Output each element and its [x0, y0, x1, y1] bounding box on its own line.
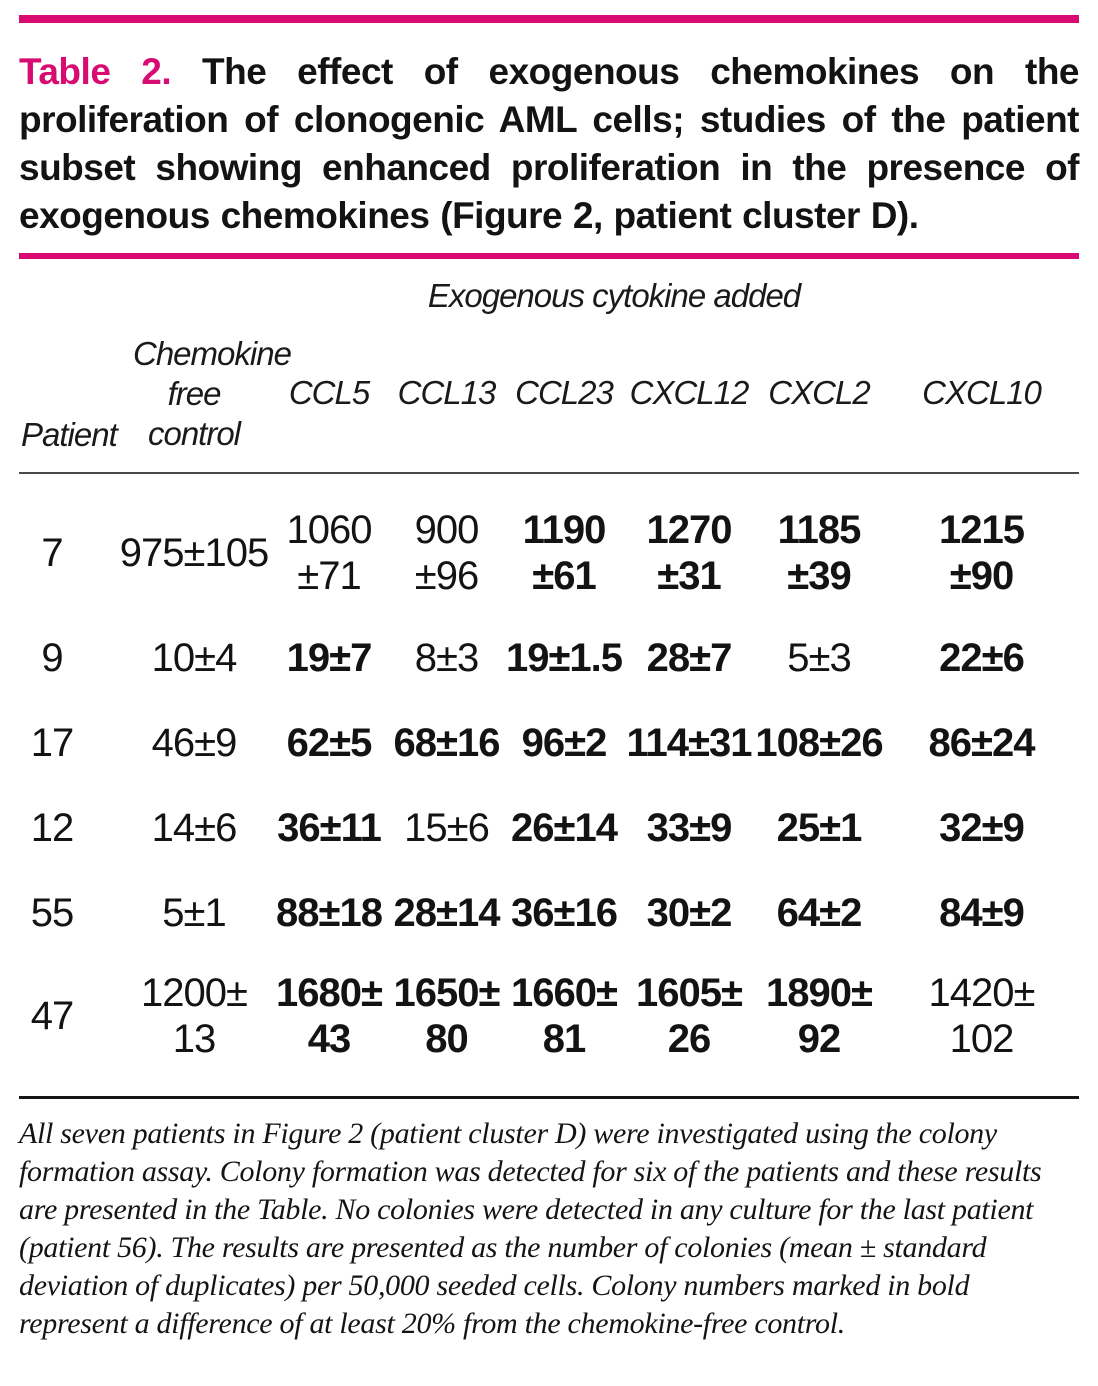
- table-number-label: Table 2.: [19, 51, 172, 92]
- value-cell-cxcl2: 64±2: [776, 890, 863, 935]
- column-header-ccl13: CCL13: [389, 321, 504, 474]
- value-cell-cxcl12: 30±2: [646, 890, 733, 935]
- top-accent-bar: [19, 15, 1079, 23]
- value-cell-ccl5: 36±11: [277, 805, 382, 850]
- value-cell-control: 46±9: [151, 720, 238, 765]
- column-header-patient: Patient: [19, 321, 119, 474]
- value-cell-ccl13: 68±16: [393, 720, 501, 765]
- column-header-control: Chemokine free control: [119, 321, 292, 474]
- table-row-patient-7: 7 975±105 1060 ±71 900 ±96 1190 ±61 1270…: [19, 473, 1079, 615]
- column-header-cxcl10: CXCL10: [884, 321, 1080, 474]
- value-cell-ccl5: 1680± 43: [269, 955, 389, 1099]
- column-header-ccl5: CCL5: [269, 321, 389, 474]
- table-row-patient-55: 55 5±1 88±18 28±14 36±16 30±2 64±2 84±9: [19, 870, 1079, 955]
- results-table: Exogenous cytokine added Patient Chemoki…: [19, 259, 1080, 1099]
- patient-cell: 9: [41, 635, 63, 680]
- value-cell-cxcl2: 1185 ±39: [777, 507, 862, 598]
- value-cell-ccl5: 88±18: [276, 890, 383, 935]
- value-cell-cxcl10: 1215 ±90: [939, 507, 1025, 598]
- value-cell-control: 14±6: [151, 805, 238, 850]
- table-footnote: All seven patients in Figure 2 (patient …: [19, 1116, 1042, 1340]
- value-cell-ccl23: 26±14: [511, 805, 618, 850]
- value-cell-cxcl12: 28±7: [646, 635, 733, 680]
- value-cell-cxcl10: 1420± 102: [884, 955, 1080, 1099]
- patient-cell: 7: [41, 530, 63, 575]
- value-cell-ccl5: 19±7: [286, 635, 373, 680]
- table-row-patient-17: 17 46±9 62±5 68±16 96±2 114±31 108±26 86…: [19, 700, 1079, 785]
- spanner-spacer: [19, 259, 269, 321]
- value-cell-cxcl2: 25±1: [776, 805, 863, 850]
- value-cell-cxcl12: 114±31: [626, 720, 753, 765]
- value-cell-ccl13: 900 ±96: [414, 507, 480, 598]
- value-cell-cxcl12: 1270 ±31: [646, 507, 733, 598]
- value-cell-ccl13: 28±14: [393, 890, 501, 935]
- patient-cell: 12: [30, 805, 75, 850]
- value-cell-cxcl2: 5±3: [787, 635, 851, 680]
- table-body: 7 975±105 1060 ±71 900 ±96 1190 ±61 1270…: [19, 473, 1080, 1099]
- spanner-row: Exogenous cytokine added: [19, 259, 1079, 321]
- value-cell-cxcl12: 1605± 26: [624, 955, 754, 1099]
- value-cell-ccl23: 19±1.5: [505, 635, 623, 680]
- table-row-patient-47: 47 1200± 13 1680± 43 1650± 80 1660± 81 1…: [19, 955, 1080, 1099]
- table-caption-text: The effect of exogenous chemokines on th…: [19, 51, 1080, 236]
- value-cell-control: 10±4: [151, 635, 238, 680]
- table-caption: Table 2. The effect of exogenous chemoki…: [19, 48, 1080, 240]
- value-cell-ccl5: 62±5: [286, 720, 373, 765]
- column-header-cxcl12: CXCL12: [624, 321, 754, 474]
- value-cell-control: 1200± 13: [119, 955, 269, 1099]
- column-header-ccl23: CCL23: [504, 321, 624, 474]
- value-cell-cxcl12: 33±9: [646, 805, 733, 850]
- value-cell-ccl23: 1660± 81: [504, 955, 624, 1099]
- spanner-label: Exogenous cytokine added: [427, 277, 801, 314]
- value-cell-cxcl10: 84±9: [939, 890, 1025, 935]
- value-cell-ccl5: 1060 ±71: [286, 507, 373, 598]
- table-row-patient-12: 12 14±6 36±11 15±6 26±14 33±9 25±1 32±9: [19, 785, 1079, 870]
- patient-cell: 17: [30, 720, 75, 765]
- column-header-row: Patient Chemokine free control CCL5 CCL1…: [19, 321, 1080, 474]
- value-cell-cxcl2: 1890± 92: [754, 955, 884, 1099]
- value-cell-control: 975±105: [119, 530, 269, 575]
- value-cell-ccl13: 15±6: [404, 805, 490, 850]
- column-header-cxcl2: CXCL2: [754, 321, 884, 474]
- value-cell-ccl13: 8±3: [414, 635, 479, 680]
- value-cell-ccl23: 96±2: [521, 720, 608, 765]
- value-cell-cxcl10: 32±9: [939, 805, 1025, 850]
- table-row-patient-9: 9 10±4 19±7 8±3 19±1.5 28±7 5±3 22±6: [19, 615, 1079, 700]
- patient-cell: 55: [30, 890, 75, 935]
- table-header: Exogenous cytokine added Patient Chemoki…: [19, 259, 1080, 474]
- value-cell-cxcl10: 22±6: [939, 635, 1025, 680]
- value-cell-ccl13: 1650± 80: [389, 955, 504, 1099]
- value-cell-control: 5±1: [162, 890, 226, 935]
- patient-cell: 47: [19, 955, 119, 1099]
- value-cell-cxcl10: 86±24: [928, 720, 1036, 765]
- value-cell-cxcl2: 108±26: [755, 720, 883, 765]
- caption-divider-bar: [19, 253, 1079, 259]
- value-cell-ccl23: 1190 ±61: [522, 507, 607, 598]
- value-cell-ccl23: 36±16: [511, 890, 618, 935]
